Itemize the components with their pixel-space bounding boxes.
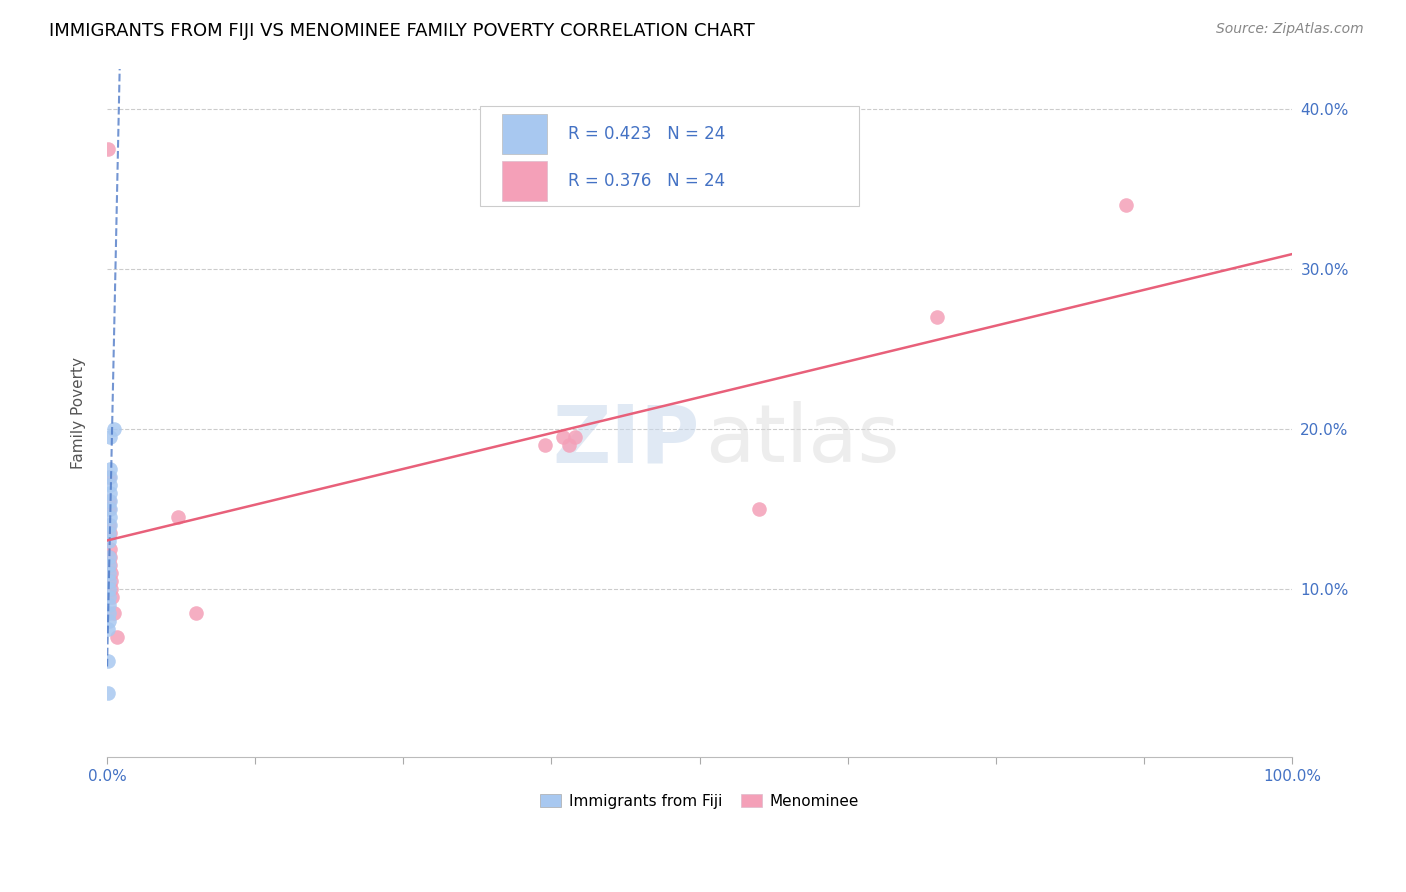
- Point: [98, 525, 121, 540]
- Point: [98, 470, 121, 484]
- Text: ZIP: ZIP: [553, 401, 700, 479]
- Point: [98, 485, 121, 500]
- Point: [98, 493, 121, 508]
- Point: [98, 477, 121, 491]
- Point: [748, 501, 770, 516]
- FancyBboxPatch shape: [481, 106, 859, 206]
- Point: [98, 549, 121, 564]
- FancyBboxPatch shape: [502, 114, 547, 154]
- Point: [100, 582, 122, 596]
- Legend: Immigrants from Fiji, Menominee: Immigrants from Fiji, Menominee: [534, 788, 865, 814]
- Point: [98, 541, 121, 556]
- Point: [1115, 197, 1137, 211]
- Point: [105, 630, 128, 644]
- Text: R = 0.376   N = 24: R = 0.376 N = 24: [568, 172, 725, 190]
- Point: [97, 142, 120, 156]
- Point: [103, 606, 125, 620]
- Point: [98, 582, 121, 596]
- Point: [558, 438, 581, 452]
- Point: [100, 566, 122, 580]
- Point: [98, 501, 121, 516]
- Point: [100, 574, 122, 588]
- Point: [98, 549, 121, 564]
- Y-axis label: Family Poverty: Family Poverty: [72, 357, 86, 468]
- Point: [167, 509, 190, 524]
- Point: [98, 525, 121, 540]
- Point: [553, 430, 575, 444]
- FancyBboxPatch shape: [502, 161, 547, 202]
- Point: [100, 590, 122, 604]
- Point: [97, 622, 120, 636]
- Point: [97, 686, 120, 700]
- Point: [98, 533, 121, 548]
- Point: [100, 430, 122, 444]
- Point: [97, 614, 120, 628]
- Point: [98, 517, 121, 532]
- Point: [534, 438, 557, 452]
- Point: [97, 606, 120, 620]
- Text: IMMIGRANTS FROM FIJI VS MENOMINEE FAMILY POVERTY CORRELATION CHART: IMMIGRANTS FROM FIJI VS MENOMINEE FAMILY…: [49, 22, 755, 40]
- Text: R = 0.423   N = 24: R = 0.423 N = 24: [568, 126, 725, 144]
- Point: [98, 501, 121, 516]
- Point: [97, 470, 120, 484]
- Point: [98, 493, 121, 508]
- Point: [98, 509, 121, 524]
- Text: Source: ZipAtlas.com: Source: ZipAtlas.com: [1216, 22, 1364, 37]
- Point: [98, 558, 121, 572]
- Point: [564, 430, 586, 444]
- Point: [103, 422, 125, 436]
- Point: [98, 574, 121, 588]
- Text: atlas: atlas: [706, 401, 900, 479]
- Point: [98, 517, 121, 532]
- Point: [98, 566, 121, 580]
- Point: [98, 590, 121, 604]
- Point: [97, 598, 120, 612]
- Point: [97, 654, 120, 668]
- Point: [98, 462, 121, 476]
- Point: [925, 310, 948, 324]
- Point: [100, 558, 122, 572]
- Point: [184, 606, 207, 620]
